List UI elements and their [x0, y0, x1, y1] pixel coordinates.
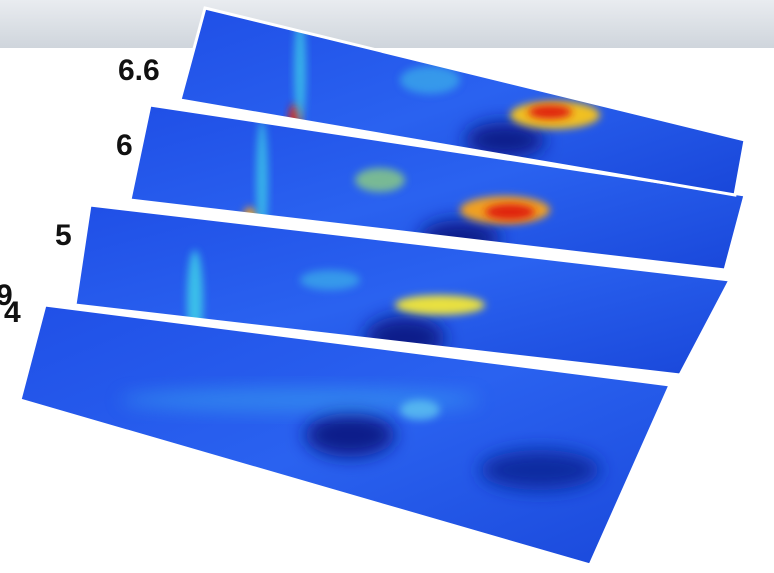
page: 6.6 6 5 9 4 (() => { const data = JSON.p…: [0, 0, 774, 573]
slice-label: 4: [4, 296, 21, 329]
slice-label: 6.6: [118, 54, 160, 87]
header-band: [0, 0, 774, 48]
slide: 6.6 6 5 9 4: [0, 0, 774, 573]
slice-label: 5: [55, 219, 72, 252]
slice-label: 6: [116, 129, 133, 162]
